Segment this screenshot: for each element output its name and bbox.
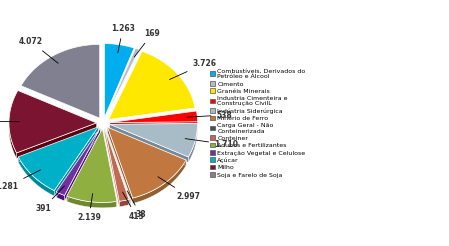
Polygon shape <box>9 120 17 158</box>
Text: 538: 538 <box>187 110 232 120</box>
Polygon shape <box>108 127 186 198</box>
Text: 2.281: 2.281 <box>0 170 40 191</box>
Text: 3.726: 3.726 <box>170 59 216 79</box>
Polygon shape <box>105 129 119 207</box>
Text: 38: 38 <box>128 191 146 219</box>
Polygon shape <box>129 199 130 205</box>
Polygon shape <box>102 129 117 207</box>
Polygon shape <box>132 160 186 203</box>
Legend: Combustíveis, Derivados do
Petróleo e Álcool, Cimento, Granéis Minerais, Industr: Combustíveis, Derivados do Petróleo e Ál… <box>210 68 306 178</box>
Polygon shape <box>105 129 129 205</box>
Text: 1.263: 1.263 <box>111 24 135 53</box>
Polygon shape <box>105 44 134 117</box>
Polygon shape <box>105 128 129 205</box>
Text: 169: 169 <box>134 29 160 57</box>
Polygon shape <box>105 129 129 201</box>
Polygon shape <box>56 128 100 197</box>
Polygon shape <box>110 111 198 123</box>
Polygon shape <box>110 122 198 128</box>
Text: 2.997: 2.997 <box>158 177 201 201</box>
Polygon shape <box>106 48 139 118</box>
Text: 2.139: 2.139 <box>77 194 101 222</box>
Polygon shape <box>188 123 198 162</box>
Polygon shape <box>21 44 100 118</box>
Polygon shape <box>17 123 97 158</box>
Polygon shape <box>56 128 100 196</box>
Polygon shape <box>67 129 117 202</box>
Polygon shape <box>110 124 188 162</box>
Text: 3.187: 3.187 <box>0 117 19 126</box>
Text: 413: 413 <box>123 192 144 221</box>
Polygon shape <box>105 128 130 199</box>
Text: 1.710: 1.710 <box>185 139 238 149</box>
Polygon shape <box>18 127 98 162</box>
Text: 391: 391 <box>36 186 64 213</box>
Polygon shape <box>67 196 117 208</box>
Text: 4.072: 4.072 <box>19 37 58 63</box>
Polygon shape <box>108 127 186 166</box>
Polygon shape <box>67 129 102 201</box>
Polygon shape <box>9 91 97 153</box>
Polygon shape <box>18 127 98 191</box>
Polygon shape <box>65 128 100 201</box>
Polygon shape <box>18 157 54 196</box>
Polygon shape <box>110 123 198 157</box>
Polygon shape <box>54 127 98 196</box>
Polygon shape <box>109 51 195 120</box>
Polygon shape <box>110 123 198 130</box>
Polygon shape <box>56 192 65 201</box>
Polygon shape <box>119 200 129 207</box>
Polygon shape <box>105 128 130 205</box>
Polygon shape <box>108 127 132 203</box>
